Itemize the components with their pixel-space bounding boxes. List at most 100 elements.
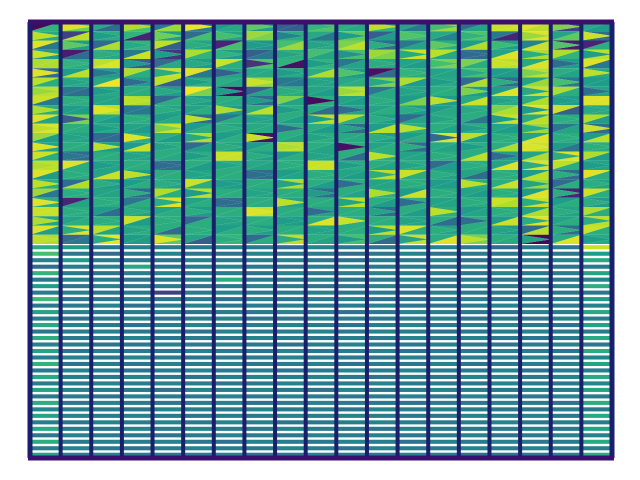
bar-cell bbox=[30, 303, 61, 308]
mesh-cell bbox=[183, 96, 214, 106]
bar-cell bbox=[244, 374, 276, 379]
bar-cell bbox=[305, 310, 337, 315]
bar-cell bbox=[428, 439, 459, 444]
mesh-cell-back bbox=[520, 68, 551, 78]
mesh-cell-back bbox=[520, 179, 551, 189]
mesh-cell bbox=[428, 179, 459, 189]
bar-cell bbox=[121, 433, 153, 438]
mesh-cell bbox=[91, 123, 122, 133]
mesh-cell bbox=[213, 170, 245, 180]
mesh-cell bbox=[336, 142, 367, 152]
mesh-cell bbox=[91, 68, 122, 78]
mesh-cell-back bbox=[183, 123, 214, 133]
mesh-cell-back bbox=[152, 225, 184, 235]
mesh-cell bbox=[91, 142, 122, 152]
mesh-cell bbox=[336, 234, 367, 244]
bar-cell bbox=[30, 452, 61, 457]
mesh-cell-back bbox=[60, 234, 92, 244]
mesh-cell bbox=[458, 105, 490, 115]
mesh-cell bbox=[366, 123, 398, 133]
bar-cell bbox=[336, 303, 367, 308]
bar-cell bbox=[458, 446, 490, 451]
mesh-cell bbox=[336, 160, 367, 170]
mesh-cell-back bbox=[121, 133, 153, 143]
mesh-cell-back bbox=[520, 207, 551, 217]
mesh-cell bbox=[489, 142, 521, 152]
bar-cell bbox=[489, 439, 521, 444]
bar-cell bbox=[91, 316, 122, 321]
bar-cell bbox=[581, 323, 612, 328]
mesh-cell-back bbox=[121, 31, 153, 41]
mesh-cell bbox=[428, 123, 459, 133]
bar-cell bbox=[520, 439, 551, 444]
mesh-cell bbox=[458, 151, 490, 161]
mesh-cell bbox=[275, 160, 306, 170]
mesh-cell bbox=[121, 86, 153, 96]
mesh-cell bbox=[60, 31, 92, 41]
mesh-cell-back bbox=[60, 68, 92, 78]
bar-cell bbox=[550, 433, 582, 438]
mesh-cell bbox=[275, 77, 306, 87]
bar-cell bbox=[366, 446, 398, 451]
bar-cell bbox=[336, 323, 367, 328]
mesh-cell bbox=[366, 151, 398, 161]
mesh-cell-back bbox=[489, 225, 521, 235]
bar-cell bbox=[458, 335, 490, 341]
mesh-cell bbox=[581, 170, 612, 180]
bar-cell bbox=[244, 251, 276, 256]
bar-cell bbox=[121, 348, 153, 354]
mesh-cell bbox=[581, 179, 612, 189]
bar-cell bbox=[489, 355, 521, 360]
bar-cell bbox=[244, 284, 276, 289]
mesh-cell-back bbox=[244, 151, 276, 161]
bar-cell bbox=[213, 284, 245, 289]
bar-cell bbox=[183, 400, 214, 405]
mesh-cell-back bbox=[305, 151, 337, 161]
mesh-cell bbox=[581, 86, 612, 96]
bar-cell bbox=[91, 361, 122, 367]
bar-cell bbox=[366, 290, 398, 295]
bar-cell bbox=[428, 446, 459, 451]
mesh-cell-back bbox=[520, 59, 551, 69]
mesh-cell-back bbox=[275, 105, 306, 115]
bar-cell bbox=[60, 316, 92, 321]
mesh-cell bbox=[275, 49, 306, 59]
bar-cell bbox=[244, 310, 276, 315]
bar-cell bbox=[152, 387, 184, 392]
mesh-cell bbox=[489, 160, 521, 170]
mesh-cell bbox=[428, 133, 459, 143]
mesh-cell bbox=[458, 59, 490, 69]
bar-cell bbox=[121, 452, 153, 457]
mesh-cell-back bbox=[581, 160, 612, 170]
bar-cell bbox=[244, 420, 276, 425]
mesh-cell-back bbox=[520, 197, 551, 207]
mesh-cell-back bbox=[397, 142, 429, 152]
mesh-cell-back bbox=[60, 31, 92, 41]
mesh-cell bbox=[581, 151, 612, 161]
mesh-cell bbox=[458, 86, 490, 96]
mesh-cell bbox=[213, 151, 245, 161]
mesh-cell bbox=[428, 142, 459, 152]
mesh-cell bbox=[213, 105, 245, 115]
bar-cell bbox=[458, 420, 490, 425]
mesh-cell-back bbox=[152, 59, 184, 69]
bar-cell bbox=[366, 264, 398, 269]
bar-cell bbox=[336, 439, 367, 444]
bar-cell bbox=[428, 342, 459, 347]
mesh-cell bbox=[30, 59, 61, 69]
mesh-cell bbox=[520, 105, 551, 115]
mesh-cell-back bbox=[489, 77, 521, 87]
mesh-cell bbox=[121, 114, 153, 124]
mesh-cell-back bbox=[275, 31, 306, 41]
bar-cell bbox=[489, 290, 521, 295]
mesh-cell-back bbox=[152, 188, 184, 198]
mesh-cell bbox=[458, 216, 490, 226]
mesh-cell bbox=[428, 188, 459, 198]
mesh-cell bbox=[305, 142, 337, 152]
mesh-cell bbox=[183, 133, 214, 143]
bar-cell bbox=[305, 361, 337, 367]
mesh-cell bbox=[489, 96, 521, 106]
mesh-cell-back bbox=[60, 225, 92, 235]
bar-cell bbox=[121, 426, 153, 431]
mesh-cell bbox=[152, 142, 184, 152]
